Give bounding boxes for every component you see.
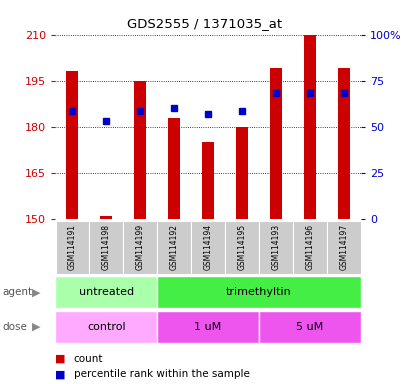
Text: GSM114197: GSM114197 [339, 224, 348, 270]
Bar [55, 276, 157, 308]
Bar [123, 221, 157, 274]
Bar [157, 311, 258, 343]
Text: GDS2555 / 1371035_at: GDS2555 / 1371035_at [127, 17, 282, 30]
Text: ■: ■ [55, 354, 66, 364]
Bar [191, 221, 224, 274]
Text: trimethyltin: trimethyltin [225, 287, 291, 297]
Text: GSM114199: GSM114199 [135, 224, 144, 270]
Bar [337, 68, 349, 219]
Bar [258, 311, 360, 343]
Text: GSM114195: GSM114195 [237, 224, 246, 270]
Bar [292, 221, 326, 274]
Bar [258, 221, 292, 274]
Text: dose: dose [2, 322, 27, 332]
Bar [202, 142, 213, 219]
Bar [270, 68, 281, 219]
Bar [134, 81, 146, 219]
Text: count: count [74, 354, 103, 364]
Text: ▶: ▶ [32, 287, 40, 297]
Bar [157, 221, 191, 274]
Text: GSM114193: GSM114193 [271, 224, 280, 270]
Text: 5 uM: 5 uM [296, 322, 323, 332]
Text: 1 uM: 1 uM [194, 322, 221, 332]
Text: untreated: untreated [79, 287, 133, 297]
Text: GSM114191: GSM114191 [67, 224, 76, 270]
Bar [55, 221, 89, 274]
Text: GSM114194: GSM114194 [203, 224, 212, 270]
Bar [168, 118, 180, 219]
Text: agent: agent [2, 287, 32, 297]
Text: percentile rank within the sample: percentile rank within the sample [74, 369, 249, 379]
Bar [326, 221, 360, 274]
Bar [157, 276, 360, 308]
Bar [303, 35, 315, 219]
Text: GSM114198: GSM114198 [101, 224, 110, 270]
Text: control: control [87, 322, 125, 332]
Bar [55, 311, 157, 343]
Bar [236, 127, 247, 219]
Bar [100, 216, 112, 219]
Bar [66, 71, 78, 219]
Text: ■: ■ [55, 369, 66, 379]
Text: ▶: ▶ [32, 322, 40, 332]
Text: GSM114196: GSM114196 [305, 224, 314, 270]
Bar [89, 221, 123, 274]
Text: GSM114192: GSM114192 [169, 224, 178, 270]
Bar [225, 221, 258, 274]
